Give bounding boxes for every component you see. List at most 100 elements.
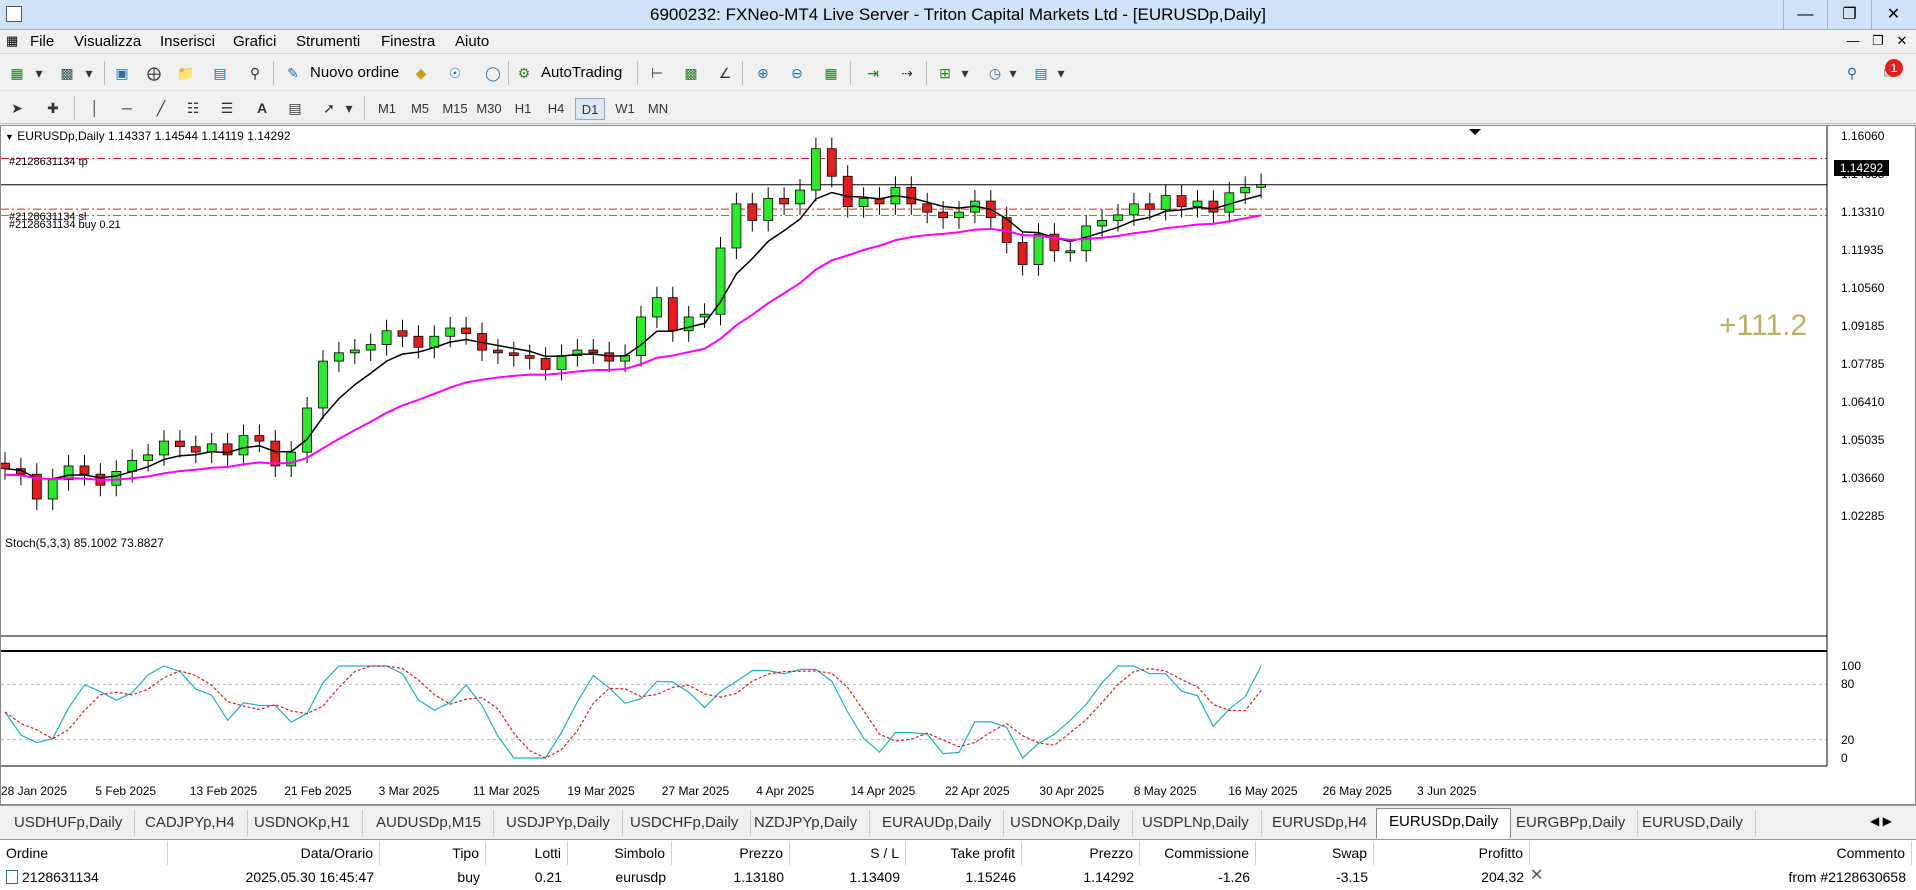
candlestick-icon[interactable]: ▩	[684, 65, 698, 81]
timeframe-m1[interactable]: M1	[377, 101, 397, 116]
chart-tab[interactable]: USDCHFp,Daily	[618, 810, 752, 836]
table-header[interactable]: Swap	[1256, 841, 1374, 865]
bar-chart-icon[interactable]: ⊢	[650, 65, 664, 81]
table-header[interactable]: Prezzo	[1022, 841, 1140, 865]
table-header[interactable]: Profitto	[1374, 841, 1530, 865]
table-cell[interactable]: 2128631134	[22, 869, 99, 885]
market-watch-icon[interactable]: ▣	[115, 65, 129, 81]
table-cell[interactable]: 204.32	[1481, 869, 1524, 885]
timeframe-m30[interactable]: M30	[476, 101, 502, 116]
templates-icon[interactable]: ▤	[1034, 65, 1048, 81]
strategy-tester-icon[interactable]: ⚲	[249, 65, 261, 81]
table-header[interactable]: Ordine	[0, 841, 168, 865]
close-order-icon[interactable]: ✕	[1530, 867, 1544, 884]
chart-tab[interactable]: EURUSDp,Daily	[1376, 808, 1512, 838]
chart-tab[interactable]: EURGBPp,Daily	[1504, 810, 1639, 836]
chart-tab[interactable]: USDNOKp,H1	[242, 810, 363, 836]
profiles-icon[interactable]: ▩	[60, 65, 74, 81]
periods-clock-icon[interactable]: ◷	[988, 65, 1002, 81]
mdi-close-icon[interactable]: ✕	[1896, 33, 1908, 48]
timeframe-mn[interactable]: MN	[647, 101, 669, 116]
chart-tab[interactable]: CADJPYp,H4	[133, 810, 248, 836]
timeframe-h1[interactable]: H1	[514, 101, 532, 116]
chart-tab[interactable]: EURUSDp,H4	[1260, 810, 1381, 836]
close-icon[interactable]: ✕	[1871, 0, 1915, 29]
table-header[interactable]: Tipo	[380, 841, 486, 865]
menu-visualizza[interactable]: Visualizza	[74, 33, 142, 50]
horizontal-line-icon[interactable]: ─	[122, 100, 132, 116]
text-icon[interactable]: A	[256, 100, 268, 116]
chart-tab[interactable]: AUDUSDp,M15	[364, 810, 495, 836]
crosshair-navigator-icon[interactable]: ⨁	[147, 65, 161, 81]
table-cell[interactable]: 1.13409	[849, 869, 900, 885]
price-chart[interactable]	[1, 126, 1915, 804]
new-chart-icon[interactable]: ▦	[10, 65, 24, 81]
chart-tab[interactable]: EURUSD,Daily	[1630, 810, 1756, 836]
table-cell[interactable]: -3.15	[1336, 869, 1368, 885]
crosshair-icon[interactable]: ✚	[47, 100, 59, 116]
table-cell[interactable]: 1.13180	[733, 869, 784, 885]
timeframe-h4[interactable]: H4	[547, 101, 565, 116]
equidistant-channel-icon[interactable]: ☷	[186, 100, 200, 116]
tile-windows-icon[interactable]: ▦	[824, 65, 838, 81]
fibonacci-icon[interactable]: ☰	[220, 100, 234, 116]
data-window-icon[interactable]: 📁	[177, 65, 195, 81]
indicators-icon[interactable]: ⊞	[939, 65, 951, 81]
autotrading-button[interactable]: AutoTrading	[541, 64, 623, 81]
chevron-down-icon[interactable]: ▾	[85, 65, 93, 81]
table-cell[interactable]: 0.21	[534, 869, 562, 885]
new-order-button[interactable]: Nuovo ordine	[310, 64, 400, 81]
chart-window[interactable]: ▼ EURUSDp,Daily 1.14337 1.14544 1.14119 …	[0, 125, 1916, 805]
chevron-down-icon[interactable]: ▾	[345, 100, 353, 116]
table-cell[interactable]: from #2128630658	[1788, 869, 1906, 885]
line-chart-icon[interactable]: ∠	[718, 65, 732, 81]
table-cell[interactable]: 1.14292	[1083, 869, 1134, 885]
market-icon[interactable]: ◯	[485, 65, 501, 81]
table-header[interactable]: Take profit	[906, 841, 1022, 865]
table-cell[interactable]: 1.15246	[965, 869, 1016, 885]
new-order-icon[interactable]: ✎	[287, 65, 299, 81]
table-header[interactable]: Data/Orario	[168, 841, 380, 865]
timeframe-w1[interactable]: W1	[615, 101, 635, 116]
table-header[interactable]: S / L	[790, 841, 906, 865]
table-header[interactable]: Commento	[1530, 841, 1912, 865]
timeframe-m15[interactable]: M15	[442, 101, 468, 116]
chart-shift-icon[interactable]: ⇥	[867, 65, 879, 81]
metaeditor-icon[interactable]: ◆	[415, 65, 427, 81]
app-icon[interactable]	[6, 6, 22, 22]
chart-tab[interactable]: USDPLNp,Daily	[1130, 810, 1262, 836]
menu-strumenti[interactable]: Strumenti	[296, 33, 361, 50]
mdi-icon[interactable]: ▦	[6, 33, 19, 48]
table-cell[interactable]: 2025.05.30 16:45:47	[245, 869, 374, 885]
chevron-down-icon[interactable]: ▾	[1009, 65, 1017, 81]
table-cell[interactable]: eurusdp	[615, 869, 666, 885]
mdi-restore-icon[interactable]: ❐	[1872, 33, 1884, 48]
terminal-icon[interactable]: ▤	[213, 65, 227, 81]
zoom-in-icon[interactable]: ⊕	[757, 65, 769, 81]
table-header[interactable]: Simbolo	[568, 841, 672, 865]
chart-tab[interactable]: NZDJPYp,Daily	[742, 810, 871, 836]
minimize-icon[interactable]: —	[1783, 0, 1827, 29]
tab-scroll-arrows[interactable]: ◀ ▶	[1870, 814, 1892, 828]
menu-aiuto[interactable]: Aiuto	[455, 33, 490, 50]
zoom-out-icon[interactable]: ⊖	[791, 65, 803, 81]
arrows-icon[interactable]: ➚	[323, 100, 335, 116]
table-cell[interactable]: buy	[457, 869, 480, 885]
table-header[interactable]: Commissione	[1140, 841, 1256, 865]
chevron-down-icon[interactable]: ▾	[961, 65, 969, 81]
chart-tab[interactable]: EURAUDp,Daily	[870, 810, 1005, 836]
text-label-icon[interactable]: ▤	[288, 100, 302, 116]
timeframe-d1[interactable]: D1	[575, 98, 605, 120]
autoscroll-icon[interactable]: ⇢	[901, 65, 913, 81]
menu-grafici[interactable]: Grafici	[233, 33, 277, 50]
table-cell[interactable]: -1.26	[1218, 869, 1250, 885]
vertical-line-icon[interactable]: │	[90, 100, 100, 116]
chart-tab[interactable]: USDJPYp,Daily	[494, 810, 623, 836]
cursor-icon[interactable]: ➤	[11, 100, 23, 116]
chart-tab[interactable]: USDHUFp,Daily	[2, 810, 136, 836]
chevron-down-icon[interactable]: ▾	[35, 65, 43, 81]
menu-inserisci[interactable]: Inserisci	[160, 33, 216, 50]
maximize-icon[interactable]: ❐	[1827, 0, 1871, 29]
table-header[interactable]: Lotti	[486, 841, 568, 865]
table-header[interactable]: Prezzo	[672, 841, 790, 865]
